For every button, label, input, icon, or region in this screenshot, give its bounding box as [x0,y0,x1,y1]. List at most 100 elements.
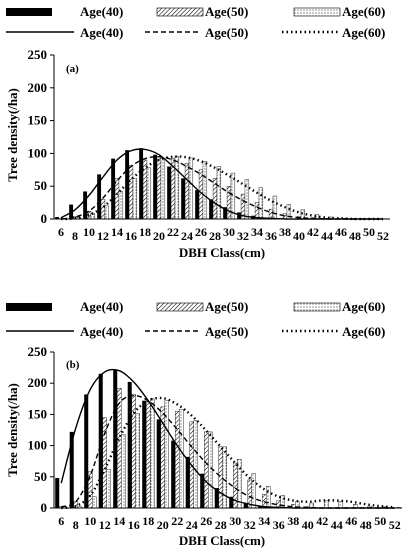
x-tick-label: 28 [215,518,227,532]
bar-solid-18 [139,148,144,219]
legend-label-a-bar-1: Age(50) [205,4,248,19]
line-solid [60,148,383,220]
bar-dotted-20 [160,158,166,220]
x-tick-label: 40 [302,518,314,532]
x-tick-label: 36 [265,229,277,243]
x-axis-label-a: DBH Class(cm) [179,245,265,260]
x-tick-label: 30 [223,225,235,239]
x-tick-label: 6 [58,225,64,239]
y-tick-label: 250 [28,47,48,62]
x-tick-label: 20 [153,229,165,243]
bar-hatched-14 [114,178,120,220]
legend-label-b-line-1: Age(50) [205,324,248,339]
x-tick-label: 8 [72,229,78,243]
x-tick-label: 16 [125,229,137,243]
bar-solid-20 [156,419,161,508]
y-tick-label: 200 [28,80,48,95]
bar-hatched-28 [218,446,223,509]
x-tick-label: 34 [258,514,270,528]
bar-solid-32 [237,212,242,219]
bar-hatched-24 [184,163,190,220]
bar-hatched-16 [128,165,134,220]
x-tick-label: 46 [335,225,347,239]
x-tick-label: 10 [83,225,95,239]
x-tick-label: 20 [157,518,169,532]
bar-hatched-26 [204,431,209,509]
lines-a [60,148,383,221]
bar-solid-30 [229,496,234,508]
x-tick-label: 52 [377,229,389,243]
x-tick-label: 38 [287,514,299,528]
legend-swatch-a-2 [293,7,341,17]
y-tick-label: 150 [28,406,48,421]
legend-swatch-b-0 [6,303,52,311]
y-tick-label: 0 [41,211,48,226]
bar-solid-14 [113,369,118,508]
lines-b [60,368,395,510]
y-tick-label: 100 [28,145,48,160]
bar-dotted-28 [222,446,227,509]
bar-solid-24 [181,178,186,219]
x-axis-label-b: DBH Class(cm) [179,533,265,548]
x-tick-label: 22 [171,514,183,528]
bar-solid-8 [69,431,74,508]
x-tick-label: 32 [244,518,256,532]
legend-swatch-a-1 [156,7,204,17]
panel-label-a: (a) [66,63,79,75]
bar-dotted-10 [92,496,97,509]
y-axis-label-b: Tree density(/ha) [5,383,20,477]
bar-solid-34 [258,506,263,508]
bars-b [55,369,401,509]
bar-solid-10 [84,394,89,508]
x-ticks-a: 6 8 10 12 14 16 18 20 22 24 26 28 30 32 34 36 38 40 42 44 46… [58,225,389,243]
x-tick-label: 50 [363,225,375,239]
x-tick-label: 30 [229,514,241,528]
bar-solid-24 [185,456,190,508]
legend-swatch-a-0 [6,8,52,16]
bar-solid-10 [83,191,88,219]
x-tick-label: 32 [237,229,249,243]
x-ticks-b: 6 8 10 12 14 16 18 20 22 24 26 28 30 32 34 36 38 40 42 44 46… [58,514,401,532]
bar-solid-12 [98,373,103,508]
bar-dotted-22 [179,409,184,509]
x-tick-label: 42 [307,225,319,239]
x-tick-label: 22 [167,225,179,239]
legend-label-a-line-2: Age(60) [342,25,385,40]
bar-dotted-18 [150,398,155,509]
bar-dotted-34 [266,485,271,509]
x-tick-label: 12 [99,518,111,532]
bar-solid-18 [142,400,147,508]
bar-solid-16 [127,381,132,508]
bar-solid-32 [243,503,248,508]
bar-solid-26 [195,190,200,219]
bar-dotted-12 [106,469,111,509]
x-tick-label: 18 [142,514,154,528]
y-ticks-b: 0 50 100 150 200 250 [28,344,54,515]
y-tick-label: 0 [41,500,48,515]
bar-hatched-30 [226,185,232,220]
x-tick-label: 50 [374,514,386,528]
x-tick-label: 42 [316,514,328,528]
legend-label-b-bar-2: Age(60) [342,299,385,314]
bar-dotted-28 [216,166,222,220]
x-tick-label: 48 [360,518,372,532]
legend-label-a-bar-2: Age(60) [342,4,385,19]
x-tick-label: 28 [209,229,221,243]
bar-dotted-18 [146,167,152,220]
bar-dotted-16 [132,178,138,220]
x-tick-label: 48 [349,229,361,243]
line-dashed [61,394,395,509]
x-tick-label: 24 [181,229,193,243]
bar-dotted-34 [258,187,264,220]
bar-hatched-22 [175,411,180,509]
line-solid [60,368,395,509]
y-tick-label: 200 [28,375,48,390]
bar-hatched-12 [100,199,106,220]
bar-dotted-26 [202,161,208,220]
x-tick-label: 44 [331,518,343,532]
y-tick-label: 50 [34,178,47,193]
bar-dotted-22 [174,156,180,220]
legend-a: Age(40) Age(50) Age(60) Age(40) Age(50) … [6,4,385,40]
bar-dotted-12 [104,205,110,220]
